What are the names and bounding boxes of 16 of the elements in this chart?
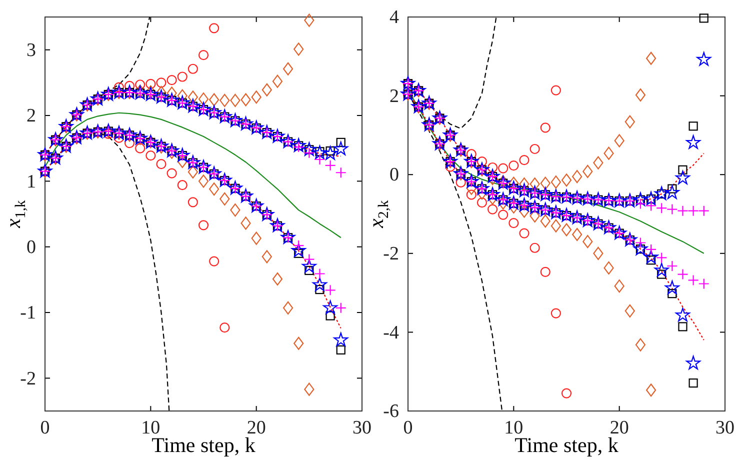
x-tick-label: 0 [403,417,413,438]
x-tick-label: 30 [716,417,734,438]
x-tick-label: 0 [40,417,50,438]
y-tick-label: 4 [390,7,400,28]
y-tick-label: 0 [26,236,36,258]
y-tick-label: 2 [26,106,36,127]
y-tick-label: -6 [383,401,399,422]
y-tick-label: -2 [383,243,399,264]
y-tick-label: -1 [20,302,36,324]
y-tick-label: 2 [390,86,399,107]
y-tick-label: 3 [26,40,36,61]
y-tick-label: -4 [383,322,400,344]
x-tick-label: 30 [352,417,372,438]
y-tick-label: 1 [26,171,36,192]
y-tick-label: -2 [20,368,36,390]
y-tick-label: 0 [390,164,399,186]
